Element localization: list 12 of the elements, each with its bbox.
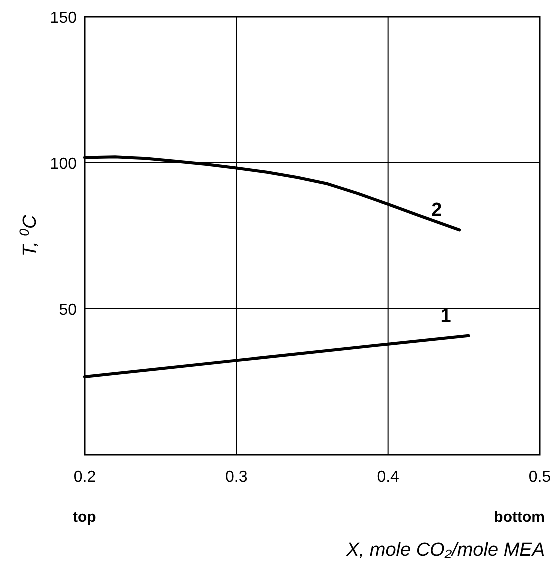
x-axis-title: X, mole CO₂/mole MEA <box>346 540 545 561</box>
series-label: 1 <box>440 306 452 327</box>
x-tick-label: 0.4 <box>377 469 400 486</box>
text: bottom <box>494 509 545 526</box>
y-tick-label: 100 <box>50 156 78 173</box>
y-tick-label: 150 <box>50 10 78 27</box>
series-label: 2 <box>432 200 442 222</box>
x-tick-label: 0.5 <box>528 469 552 486</box>
text: top <box>73 509 96 526</box>
x-tick-label: 0.2 <box>74 469 96 486</box>
x-tick-label: 0.3 <box>226 469 248 486</box>
y-tick-label: 50 <box>59 302 78 319</box>
